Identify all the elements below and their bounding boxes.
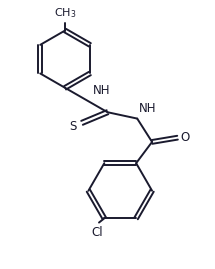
Text: S: S bbox=[69, 119, 77, 133]
Text: NH: NH bbox=[93, 84, 110, 97]
Text: CH$_3$: CH$_3$ bbox=[54, 6, 76, 20]
Text: NH: NH bbox=[139, 102, 157, 115]
Text: O: O bbox=[181, 131, 190, 144]
Text: Cl: Cl bbox=[91, 226, 103, 239]
